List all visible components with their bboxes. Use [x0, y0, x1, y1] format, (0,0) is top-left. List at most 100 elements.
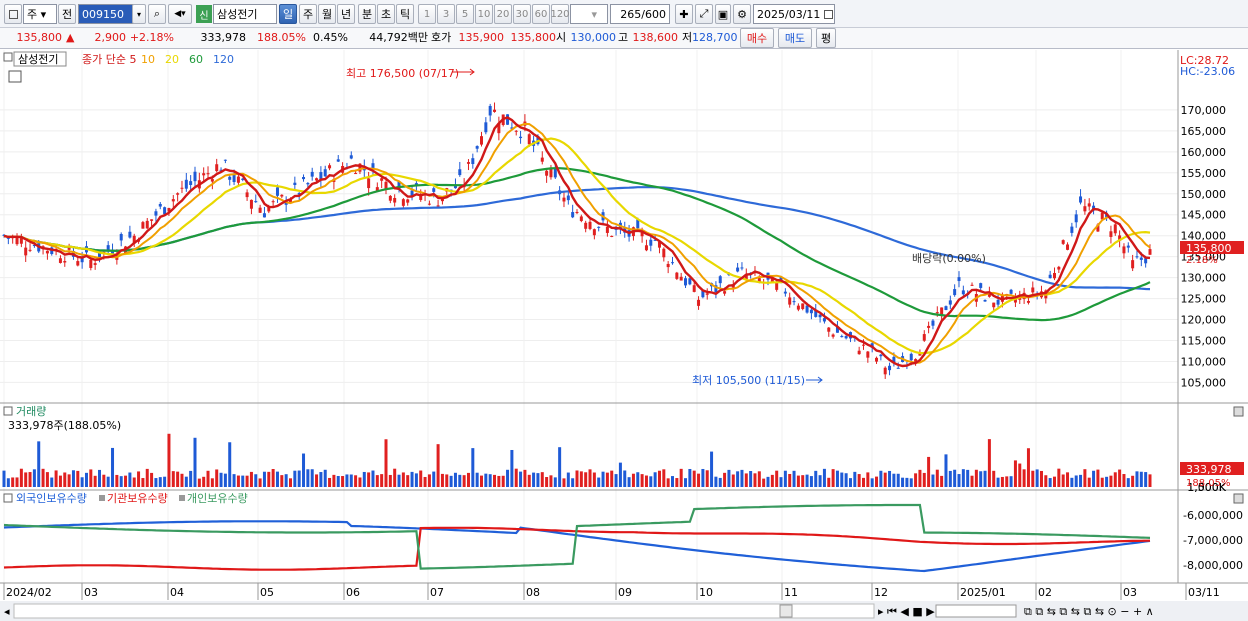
candle-body: [827, 327, 831, 332]
minute-option-30[interactable]: 30: [513, 4, 531, 24]
calculator-icon[interactable]: [8, 70, 22, 83]
candle-body: [553, 168, 557, 178]
period-week[interactable]: 주: [299, 4, 317, 24]
stock-name-tab[interactable]: [13, 51, 67, 67]
volume-bar: [983, 470, 987, 487]
count-field[interactable]: 265/600: [610, 4, 670, 24]
speaker-icon[interactable]: ◀▾: [168, 4, 192, 24]
minute-option-3[interactable]: 3: [437, 4, 455, 24]
chart-area[interactable]: 170,000 165,000 160,000 155,000 150,000 145,0…: [0, 50, 1248, 621]
candle-body: [488, 105, 492, 116]
minute-option-1[interactable]: 1: [418, 4, 436, 24]
stock-name-field[interactable]: 삼성전기: [213, 4, 277, 24]
buy-button[interactable]: 매수: [740, 28, 774, 48]
minute-option-5[interactable]: 5: [456, 4, 474, 24]
chart-tools-icon[interactable]: ⤢: [695, 4, 713, 24]
play-icon[interactable]: ▸ ⏮ ◀ ■ ▶ ⏭: [878, 605, 948, 618]
ma-legend-item: 60: [189, 53, 203, 66]
candle-body: [788, 297, 792, 305]
volume-bar: [762, 478, 766, 487]
eval-button[interactable]: 평: [816, 28, 836, 48]
volume-bar: [510, 449, 514, 487]
volume-menu-icon[interactable]: [3, 406, 13, 416]
volume-bar: [909, 478, 913, 487]
holdings-menu-icon[interactable]: [3, 493, 13, 503]
stock-code-field[interactable]: 009150: [78, 4, 144, 24]
minute-option-10[interactable]: 10: [475, 4, 493, 24]
volume-bar: [419, 470, 423, 487]
minute-option-20[interactable]: 20: [494, 4, 512, 24]
holdings-tick: -6,000,000: [1183, 509, 1243, 522]
volume-bar: [302, 453, 306, 487]
x-axis-label: 11: [784, 586, 798, 599]
volume-bar: [901, 477, 905, 487]
candle-body: [1148, 249, 1152, 255]
moving-averages: [3, 116, 1151, 368]
x-axis-label: 08: [526, 586, 540, 599]
sell-button[interactable]: 매도: [778, 28, 812, 48]
date-field[interactable]: 2025/03/11: [753, 4, 835, 24]
candle-body: [241, 178, 245, 180]
volume-maximize-icon[interactable]: [1233, 406, 1244, 417]
volume-bar: [987, 439, 991, 487]
volume-bar: [627, 477, 631, 487]
scroll-track[interactable]: [13, 603, 875, 619]
candle-body: [775, 282, 779, 290]
candle-body: [1135, 256, 1139, 258]
volume-bar: [575, 470, 579, 487]
candle-body: [519, 136, 523, 139]
candle-body: [493, 109, 497, 112]
minute-option-60[interactable]: 60: [532, 4, 550, 24]
period-day[interactable]: 일: [279, 4, 297, 24]
volume-bar: [779, 477, 783, 487]
chevron-down-icon[interactable]: ▾: [132, 4, 146, 24]
save-icon[interactable]: ▣: [715, 4, 731, 24]
panel-menu-icon[interactable]: [3, 52, 13, 62]
period-minute[interactable]: 분: [358, 4, 376, 24]
candle-body: [801, 303, 805, 309]
view-tools-icon[interactable]: ⧉ ⧉ ⇆ ⧉ ⇆ ⧉ ⇆ ⊙ − + ∧: [1024, 605, 1154, 618]
interval-select[interactable]: ▾: [570, 4, 608, 24]
volume-bar: [384, 439, 388, 487]
candle-body: [393, 197, 397, 203]
volume-bar: [979, 471, 983, 487]
scroll-thumb[interactable]: [779, 604, 793, 618]
candle-body: [610, 235, 614, 237]
volume-bar: [966, 469, 970, 487]
candle-body: [879, 354, 883, 357]
volume-bar: [870, 478, 874, 487]
bid-value: 135,800: [510, 31, 557, 44]
period-second[interactable]: 초: [377, 4, 395, 24]
search-icon[interactable]: ⌕: [148, 4, 166, 24]
gear-icon[interactable]: ⚙: [733, 4, 751, 24]
period-tick[interactable]: 틱: [396, 4, 414, 24]
window-menu-icon[interactable]: [4, 4, 22, 24]
crosshair-icon[interactable]: ✚: [675, 4, 693, 24]
volume-bar: [545, 477, 549, 487]
period-month[interactable]: 월: [318, 4, 336, 24]
low-value: 128,700: [692, 31, 738, 44]
volume-bar: [905, 477, 909, 487]
volume-bar: [180, 473, 184, 487]
volume-bar: [414, 473, 418, 487]
calendar-icon[interactable]: [823, 9, 833, 19]
volume-bar: [1018, 463, 1022, 487]
candle-body: [549, 167, 553, 178]
price-tick: 150,000: [1181, 188, 1227, 201]
candle-body: [371, 163, 375, 169]
volume-bar: [931, 474, 935, 487]
volume-bar: [888, 470, 892, 487]
period-year[interactable]: 년: [337, 4, 355, 24]
ma10-line: [3, 122, 1151, 364]
prev-button[interactable]: 전: [58, 4, 76, 24]
volume-bar: [961, 469, 965, 487]
market-select[interactable]: 주 ▾: [23, 4, 57, 24]
candle-body: [579, 216, 583, 221]
candle-body: [514, 130, 518, 132]
zoom-slider[interactable]: [935, 604, 1017, 618]
volume-bar: [440, 473, 444, 487]
holdings-maximize-icon[interactable]: [1233, 493, 1244, 504]
minute-option-120[interactable]: 120: [550, 4, 570, 24]
volume-bar: [1083, 469, 1087, 487]
scroll-left-icon[interactable]: ◂: [4, 605, 10, 618]
